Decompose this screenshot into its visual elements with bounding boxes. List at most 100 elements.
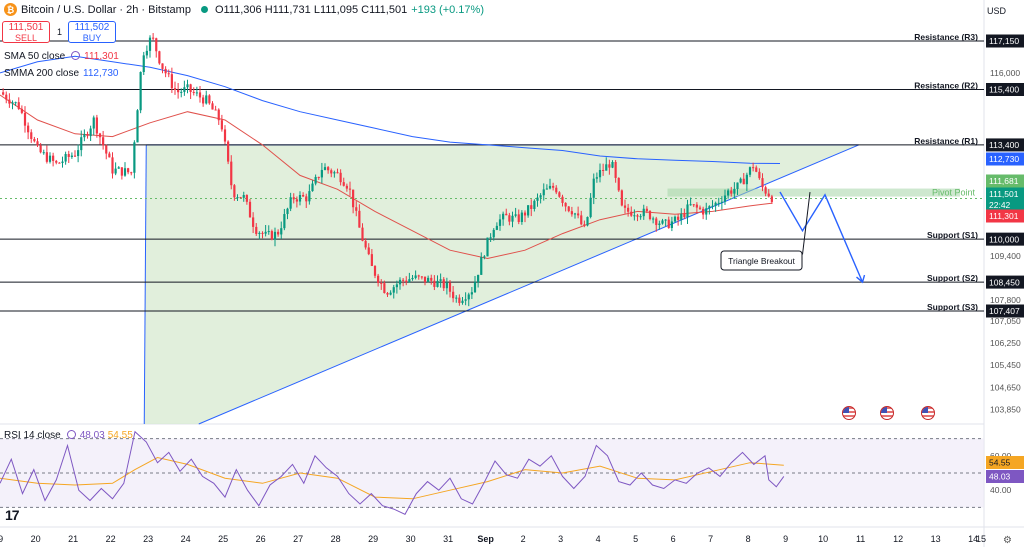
candle-body (470, 292, 473, 295)
spread-value: 1 (57, 27, 63, 37)
candle-body (205, 95, 208, 104)
candle-body (283, 214, 286, 229)
sma50-legend[interactable]: SMA 50 close 111,301 (4, 51, 119, 62)
candle-body (152, 37, 155, 39)
candle-body (314, 176, 317, 184)
price-tick-label: 105,450 (990, 360, 1021, 370)
candle-body (414, 275, 417, 278)
us-flag-event-icon[interactable] (842, 406, 856, 420)
candle-body (61, 161, 64, 163)
annotation-box (720, 250, 803, 271)
candle-body (695, 204, 698, 208)
candle-body (627, 207, 630, 212)
candle-body (642, 208, 645, 217)
time-tick-label: 9 (783, 534, 788, 544)
candle-body (473, 282, 477, 293)
candle-body (277, 231, 280, 235)
visibility-eye-icon[interactable] (71, 51, 81, 60)
candle-body (764, 187, 767, 194)
candle-body (102, 137, 105, 146)
us-flag-event-icon[interactable] (921, 406, 935, 420)
market-status-dot (200, 6, 208, 13)
candle-body (767, 193, 770, 197)
candle-body (689, 204, 692, 206)
time-tick-label: 30 (406, 534, 416, 544)
candle-body (20, 108, 23, 113)
candle-body (105, 145, 108, 154)
candle-body (477, 274, 480, 283)
candle-body (370, 254, 373, 266)
symbol-title[interactable]: Bitcoin / U.S. Dollar · 2h · Bitstamp (21, 3, 191, 16)
candle-body (158, 51, 161, 64)
price-badge-text: 111,301 (989, 211, 1019, 221)
candle-body (567, 206, 570, 212)
candle-body (670, 221, 673, 228)
level-label: Support (S3) (927, 302, 978, 312)
time-tick-label: 31 (443, 534, 453, 544)
sell-price: 111,501 (8, 22, 44, 33)
candle-body (467, 294, 470, 300)
candle-body (739, 178, 742, 183)
candle-body (155, 38, 158, 52)
candle-body (652, 218, 655, 220)
candle-body (595, 177, 598, 179)
candle-body (527, 205, 530, 216)
candle-body (130, 172, 133, 174)
candle-body (742, 178, 745, 185)
candle-body (455, 297, 458, 299)
candle-body (295, 199, 298, 202)
candle-body (255, 226, 258, 234)
candle-body (392, 287, 395, 293)
candle-body (586, 216, 589, 226)
candle-body (55, 160, 58, 163)
buy-button[interactable]: 111,502 BUY (68, 21, 116, 43)
candle-body (702, 208, 705, 215)
candle-body (139, 72, 142, 111)
settings-gear-icon[interactable]: ⚙ (1003, 535, 1012, 546)
candle-body (198, 92, 202, 98)
candle-body (636, 215, 639, 217)
level-price-badge-text: 117,150 (989, 36, 1019, 46)
candle-body (430, 277, 433, 281)
candle-body (514, 214, 517, 216)
candle-body (602, 169, 605, 171)
time-tick-label: 12 (893, 534, 903, 544)
candle-body (233, 185, 236, 198)
candle-body (48, 155, 52, 162)
candle-body (133, 142, 136, 173)
candle-body (120, 167, 123, 176)
time-tick-label: 8 (746, 534, 751, 544)
currency-label[interactable]: USD (987, 6, 1007, 16)
us-flag-event-icon[interactable] (880, 406, 894, 420)
candle-body (517, 214, 520, 223)
candle-body (411, 277, 414, 280)
rsi-legend[interactable]: RSI 14 close 48.03 54.55 (4, 430, 133, 441)
candle-body (373, 265, 377, 276)
candle-body (420, 276, 423, 278)
candle-body (308, 191, 311, 202)
candle-body (183, 87, 186, 92)
rsi-visibility-eye-icon[interactable] (66, 430, 76, 439)
level-price-badge (986, 138, 1024, 152)
level-label: Support (S2) (927, 273, 978, 283)
candle-body (448, 282, 452, 292)
price-badge-text: 111,681 (989, 176, 1019, 186)
candle-body (530, 205, 533, 209)
smma200-legend[interactable]: SMMA 200 close 112,730 (4, 68, 118, 79)
candle-body (508, 215, 511, 222)
candle-body (720, 201, 723, 203)
sell-button[interactable]: 111,501 SELL (2, 21, 50, 43)
candle-body (677, 216, 680, 220)
candle-body (2, 92, 5, 95)
candle-body (398, 279, 402, 285)
candle-body (64, 153, 67, 162)
candle-body (698, 207, 702, 209)
sell-label: SELL (14, 33, 38, 43)
time-tick-label: 29 (368, 534, 378, 544)
candle-body (564, 202, 567, 207)
candle-body (748, 167, 752, 175)
candle-body (648, 210, 652, 220)
candle-body (342, 182, 345, 186)
candle-body (733, 188, 736, 194)
